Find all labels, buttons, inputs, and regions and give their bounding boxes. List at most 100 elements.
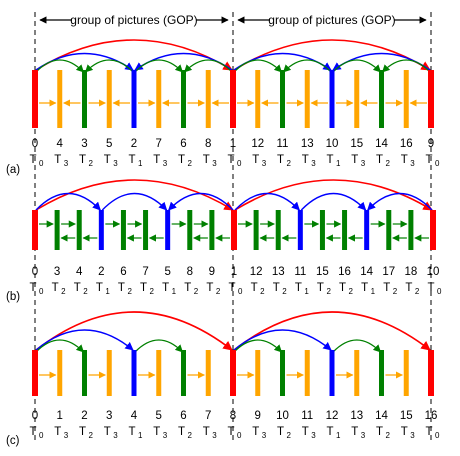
frame-number: 6: [180, 138, 186, 150]
temporal-level-label: T: [252, 426, 259, 438]
temporal-level-label: T: [273, 282, 280, 294]
temporal-level-subscript: 1: [172, 287, 177, 296]
frame-bar-red: [428, 70, 434, 128]
green-reference-arc: [332, 339, 382, 353]
green-reference-arc: [233, 339, 283, 353]
frame-number: 2: [131, 138, 137, 150]
frame-number: 9: [255, 410, 261, 422]
temporal-level-label: T: [153, 154, 160, 166]
temporal-level-subscript: 1: [336, 159, 341, 168]
temporal-level-label: T: [376, 426, 383, 438]
temporal-level-subscript: 3: [410, 431, 415, 440]
frame-number: 4: [76, 266, 83, 278]
temporal-level-subscript: 2: [386, 431, 391, 440]
frame-bar-orange: [156, 70, 162, 128]
frame-bar-green: [275, 210, 281, 250]
frame-number: 16: [425, 410, 438, 422]
blue-reference-arc: [300, 192, 367, 211]
frame-number: 11: [277, 138, 289, 150]
temporal-level-label: T: [140, 282, 147, 294]
temporal-level-subscript: 2: [349, 287, 354, 296]
frame-bar-orange: [403, 70, 409, 128]
temporal-level-label: T: [401, 426, 408, 438]
frame-number: 6: [120, 266, 126, 278]
green-reference-arc: [282, 59, 332, 73]
blue-reference-arc: [367, 192, 433, 211]
frame-bar-orange: [106, 350, 112, 396]
frame-bars: [32, 70, 434, 128]
frame-number: 13: [350, 410, 363, 422]
gop-label-bg-left: [72, 11, 196, 29]
red-reference-arc: [35, 39, 233, 71]
frame-bar-red: [428, 350, 434, 396]
temporal-level-label: T: [228, 282, 235, 294]
temporal-level-subscript: 3: [64, 159, 69, 168]
temporal-level-label: T: [79, 426, 86, 438]
frame-bar-orange: [106, 70, 112, 128]
temporal-level-subscript: 2: [216, 287, 221, 296]
frame-bar-green: [379, 70, 384, 128]
frame-bar-green: [280, 70, 285, 128]
temporal-level-label: T: [326, 154, 333, 166]
frame-number: 15: [400, 410, 413, 422]
temporal-level-label: T: [425, 426, 432, 438]
frame-number: 15: [350, 138, 363, 150]
frame-number: 5: [106, 138, 112, 150]
frame-bar-orange: [57, 350, 63, 396]
temporal-level-subscript: 2: [61, 287, 66, 296]
temporal-level-label: T: [178, 154, 185, 166]
frame-number: 1: [230, 138, 236, 150]
blue-reference-arc: [233, 329, 332, 351]
reference-arrows: [35, 311, 431, 379]
frame-bar-orange: [354, 70, 360, 128]
temporal-level-label: T: [178, 426, 185, 438]
temporal-level-subscript: 3: [163, 159, 168, 168]
frame-number: 14: [375, 410, 388, 422]
blue-reference-arc: [168, 192, 234, 211]
temporal-level-label: T: [302, 426, 309, 438]
frame-number: 12: [250, 266, 263, 278]
temporal-level-label: T: [203, 426, 210, 438]
temporal-level-subscript: 0: [39, 287, 44, 296]
frame-bar-blue: [98, 210, 104, 250]
gop-label-left: group of pictures (GOP): [70, 13, 197, 27]
frame-bar-red: [32, 210, 38, 250]
temporal-level-label: T: [295, 282, 302, 294]
frame-bar-red: [230, 350, 236, 396]
frame-number: 8: [187, 266, 193, 278]
temporal-level-label: T: [52, 282, 59, 294]
temporal-level-subscript: 3: [262, 159, 267, 168]
temporal-level-subscript: 3: [212, 159, 217, 168]
frame-bar-blue: [329, 350, 335, 396]
frame-bar-red: [32, 350, 38, 396]
temporal-level-label: T: [96, 282, 103, 294]
frame-number: 17: [382, 266, 395, 278]
temporal-level-label: T: [339, 282, 346, 294]
temporal-level-subscript: 3: [113, 159, 118, 168]
frame-bar-green: [408, 210, 414, 250]
temporal-level-subscript: 3: [311, 159, 316, 168]
red-reference-arc: [234, 179, 433, 211]
temporal-level-subscript: 2: [188, 431, 193, 440]
temporal-level-subscript: 2: [287, 431, 292, 440]
frame-number: 9: [428, 138, 434, 150]
gop-header: group of pictures (GOP) group of picture…: [34, 11, 432, 440]
frame-bar-orange: [57, 70, 63, 128]
green-reference-arc: [35, 339, 85, 353]
green-reference-arc: [233, 59, 283, 73]
frame-bar-blue: [329, 70, 335, 128]
frame-bars: [32, 210, 436, 250]
frame-bar-blue: [131, 70, 137, 128]
frame-bar-red: [230, 70, 236, 128]
frame-number: 11: [301, 410, 313, 422]
green-reference-arc: [134, 339, 184, 353]
frame-number: 1: [231, 266, 237, 278]
temporal-level-subscript: 0: [435, 159, 440, 168]
frame-bar-green: [342, 210, 348, 250]
temporal-level-label: T: [401, 154, 408, 166]
